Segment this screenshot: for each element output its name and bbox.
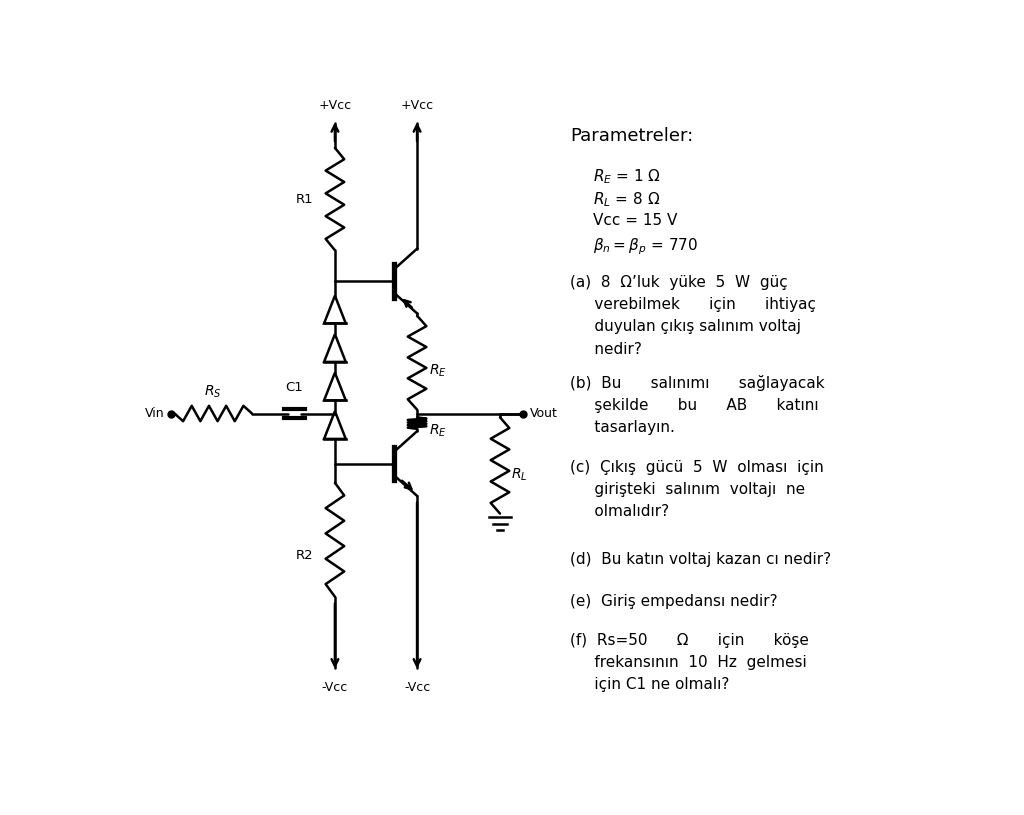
Text: (a)  8  Ω’luk  yüke  5  W  güç
     verebilmek      için      ihtiyaç
     duyul: (a) 8 Ω’luk yüke 5 W güç verebilmek için… (569, 275, 816, 356)
Text: $R_E$ = 1 Ω: $R_E$ = 1 Ω (593, 167, 660, 186)
Text: (e)  Giriş empedansı nedir?: (e) Giriş empedansı nedir? (569, 594, 777, 610)
Text: C1: C1 (286, 381, 303, 394)
Text: (c)  Çıkış  gücü  5  W  olması  için
     girişteki  salınım  voltajı  ne
     o: (c) Çıkış gücü 5 W olması için girişteki… (569, 460, 823, 519)
Text: +Vcc: +Vcc (400, 99, 433, 112)
Text: R2: R2 (296, 548, 313, 562)
Text: +Vcc: +Vcc (318, 99, 351, 112)
Text: $\beta_n = \beta_p$ = 770: $\beta_n = \beta_p$ = 770 (593, 236, 698, 257)
Text: -Vcc: -Vcc (403, 681, 430, 694)
Text: Vcc = 15 V: Vcc = 15 V (593, 214, 677, 228)
Text: (f)  Rs=50      Ω      için      köşe
     frekansının  10  Hz  gelmesi
     içi: (f) Rs=50 Ω için köşe frekansının 10 Hz … (569, 633, 809, 693)
Text: $R_L$ = 8 Ω: $R_L$ = 8 Ω (593, 190, 660, 209)
Text: $R_E$: $R_E$ (429, 362, 447, 379)
Text: -Vcc: -Vcc (322, 681, 348, 694)
Text: $R_E$: $R_E$ (429, 423, 447, 439)
Text: (d)  Bu katın voltaj kazan cı nedir?: (d) Bu katın voltaj kazan cı nedir? (569, 552, 830, 567)
Text: Parametreler:: Parametreler: (569, 127, 693, 145)
Text: $R_S$: $R_S$ (205, 383, 222, 399)
Text: $R_L$: $R_L$ (511, 467, 527, 483)
Text: R1: R1 (296, 192, 313, 205)
Text: (b)  Bu      salınımı      sağlayacak
     şekilde      bu      AB      katını
 : (b) Bu salınımı sağlayacak şekilde bu AB… (569, 375, 824, 435)
Text: Vout: Vout (529, 407, 557, 420)
Text: Vin: Vin (144, 407, 165, 420)
